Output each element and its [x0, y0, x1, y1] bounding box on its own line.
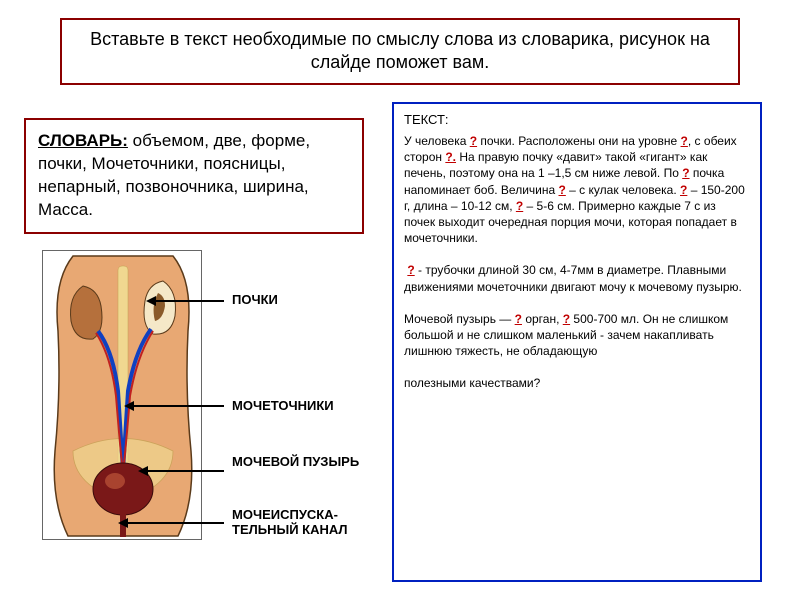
label-kidneys: ПОЧКИ: [232, 292, 278, 307]
text-paragraph-3: Мочевой пузырь — ? орган, ? 500-700 мл. …: [404, 311, 750, 360]
label-bladder: МОЧЕВОЙ ПУЗЫРЬ: [232, 455, 359, 470]
pointer-kidneys: [154, 300, 224, 302]
blank-1: ?: [470, 134, 477, 148]
text-title: ТЕКСТ:: [404, 112, 750, 127]
p1-a: У человека: [404, 134, 470, 148]
anatomy-svg: [43, 251, 203, 541]
header-text: Вставьте в текст необходимые по смыслу с…: [74, 28, 726, 75]
text-paragraph-4: полезными качествами?: [404, 375, 750, 391]
pointer-bladder: [146, 470, 224, 472]
blank-10: ?: [563, 312, 570, 326]
arrow-bladder-icon: [138, 466, 148, 476]
blank-4: ?: [682, 166, 689, 180]
label-ureters: МОЧЕТОЧНИКИ: [232, 398, 334, 413]
label-bladder-text: МОЧЕВОЙ ПУЗЫРЬ: [232, 454, 359, 469]
text-paragraph-2: ? - трубочки длиной 30 см, 4-7мм в диаме…: [404, 262, 750, 294]
dictionary-box: СЛОВАРЬ: объемом, две, форме, почки, Моч…: [24, 118, 364, 234]
blank-3: ?.: [445, 150, 456, 164]
dictionary-title: СЛОВАРЬ:: [38, 131, 128, 150]
arrow-kidneys-icon: [146, 296, 156, 306]
bladder-highlight: [105, 473, 125, 489]
label-urethra: МОЧЕИСПУСКА- ТЕЛЬНЫЙ КАНАЛ: [232, 508, 348, 538]
text-box: ТЕКСТ: У человека ? почки. Расположены о…: [392, 102, 762, 582]
blank-9: ?: [515, 312, 522, 326]
pointer-ureters: [132, 405, 224, 407]
header-box: Вставьте в текст необходимые по смыслу с…: [60, 18, 740, 85]
arrow-ureters-icon: [124, 401, 134, 411]
p1-f: – с кулак человека.: [566, 183, 680, 197]
blank-2: ?: [681, 134, 688, 148]
diagram-frame: [42, 250, 202, 540]
blank-8: ?: [407, 263, 414, 277]
p1-b: почки. Расположены они на уровне: [477, 134, 680, 148]
pointer-urethra: [126, 522, 224, 524]
anatomy-diagram: ПОЧКИ МОЧЕТОЧНИКИ МОЧЕВОЙ ПУЗЫРЬ МОЧЕИСП…: [24, 250, 374, 580]
p2-a: - трубочки длиной 30 см, 4-7мм в диаметр…: [404, 263, 742, 293]
arrow-urethra-icon: [118, 518, 128, 528]
p3-a: Мочевой пузырь —: [404, 312, 515, 326]
text-paragraph-1: У человека ? почки. Расположены они на у…: [404, 133, 750, 246]
blank-5: ?: [559, 183, 566, 197]
p3-b: орган,: [522, 312, 563, 326]
